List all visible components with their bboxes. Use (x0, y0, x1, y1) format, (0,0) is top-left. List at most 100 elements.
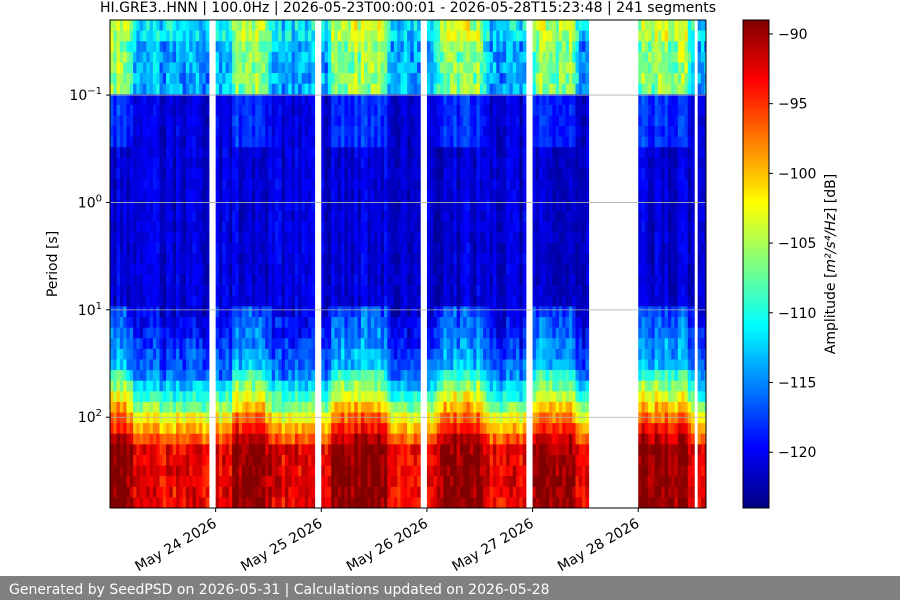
heatmap-cell (169, 83, 174, 95)
heatmap-cell (288, 136, 292, 148)
heatmap-cell (235, 401, 240, 413)
heatmap-cell (311, 253, 316, 265)
heatmap-cell (463, 126, 467, 138)
heatmap-cell (347, 157, 352, 169)
heatmap-cell (473, 317, 477, 329)
heatmap-cell (459, 20, 464, 32)
heatmap-cell (261, 370, 266, 382)
heatmap-cell (275, 412, 279, 424)
heatmap-cell (377, 189, 382, 201)
heatmap-cell (258, 285, 263, 297)
heatmap-cell (123, 210, 127, 222)
heatmap-cell (298, 147, 302, 159)
heatmap-cell (380, 221, 385, 233)
heatmap-cell (119, 285, 124, 297)
heatmap-cell (110, 423, 114, 435)
heatmap-cell (228, 285, 233, 297)
heatmap-cell (179, 264, 184, 276)
heatmap-cell (479, 285, 484, 297)
heatmap-cell (110, 41, 114, 53)
heatmap-cell (393, 306, 398, 318)
heatmap-cell (453, 327, 458, 339)
heatmap-cell (450, 253, 454, 265)
heatmap-cell (228, 253, 233, 265)
heatmap-cell (205, 83, 210, 95)
heatmap-cell (146, 20, 151, 32)
heatmap-cell (288, 348, 292, 360)
heatmap-cell (354, 444, 358, 456)
heatmap-cell (473, 327, 477, 339)
heatmap-cell (298, 210, 302, 222)
heatmap-cell (113, 486, 117, 498)
heatmap-cell (370, 476, 375, 488)
heatmap-cell (321, 423, 325, 435)
heatmap-cell (133, 370, 137, 382)
heatmap-cell (169, 221, 174, 233)
heatmap-cell (281, 179, 286, 191)
heatmap-cell (195, 454, 200, 466)
heatmap-cell (466, 189, 471, 201)
heatmap-cell (479, 210, 484, 222)
heatmap-cell (374, 73, 378, 85)
heatmap-cell (459, 327, 464, 339)
heatmap-cell (123, 348, 127, 360)
heatmap-cell (469, 200, 474, 212)
heatmap-cell (324, 242, 329, 254)
heatmap-cell (298, 189, 302, 201)
heatmap-cell (453, 232, 458, 244)
heatmap-cell (258, 41, 263, 53)
heatmap-cell (459, 168, 464, 180)
heatmap-cell (275, 380, 279, 392)
heatmap-cell (228, 126, 233, 138)
heatmap-cell (331, 168, 335, 180)
heatmap-cell (185, 433, 190, 445)
heatmap-cell (172, 136, 177, 148)
heatmap-cell (199, 476, 203, 488)
heatmap-cell (278, 232, 283, 244)
heatmap-cell (291, 285, 296, 297)
heatmap-cell (284, 115, 289, 127)
heatmap-cell (380, 126, 385, 138)
heatmap-cell (255, 370, 259, 382)
heatmap-cell (218, 295, 223, 307)
heatmap-cell (113, 465, 117, 477)
heatmap-cell (367, 370, 372, 382)
heatmap-cell (400, 115, 405, 127)
heatmap-cell (235, 295, 240, 307)
heatmap-cell (417, 338, 421, 350)
heatmap-cell (384, 94, 388, 106)
heatmap-cell (258, 401, 263, 413)
heatmap-cell (255, 179, 259, 191)
heatmap-cell (133, 285, 137, 297)
heatmap-cell (172, 94, 177, 106)
heatmap-cell (119, 83, 124, 95)
heatmap-cell (390, 20, 395, 32)
heatmap-cell (443, 221, 448, 233)
heatmap-cell (473, 94, 477, 106)
heatmap-cell (463, 497, 467, 509)
heatmap-cell (166, 476, 170, 488)
heatmap-cell (443, 136, 448, 148)
heatmap-cell (281, 380, 286, 392)
heatmap-cell (486, 168, 491, 180)
heatmap-cell (143, 115, 147, 127)
heatmap-cell (397, 338, 401, 350)
heatmap-cell (202, 200, 207, 212)
heatmap-cell (367, 285, 372, 297)
heatmap-cell (370, 62, 375, 74)
heatmap-cell (238, 433, 243, 445)
heatmap-cell (288, 423, 292, 435)
heatmap-cell (443, 444, 448, 456)
heatmap-cell (351, 83, 355, 95)
heatmap-cell (321, 157, 325, 169)
heatmap-cell (218, 94, 223, 106)
heatmap-cell (417, 359, 421, 371)
heatmap-cell (218, 370, 223, 382)
heatmap-cell (281, 274, 286, 286)
heatmap-cell (479, 359, 484, 371)
heatmap-cell (400, 295, 405, 307)
heatmap-cell (370, 232, 375, 244)
heatmap-cell (407, 497, 411, 509)
heatmap-cell (149, 338, 154, 350)
heatmap-cell (384, 62, 388, 74)
